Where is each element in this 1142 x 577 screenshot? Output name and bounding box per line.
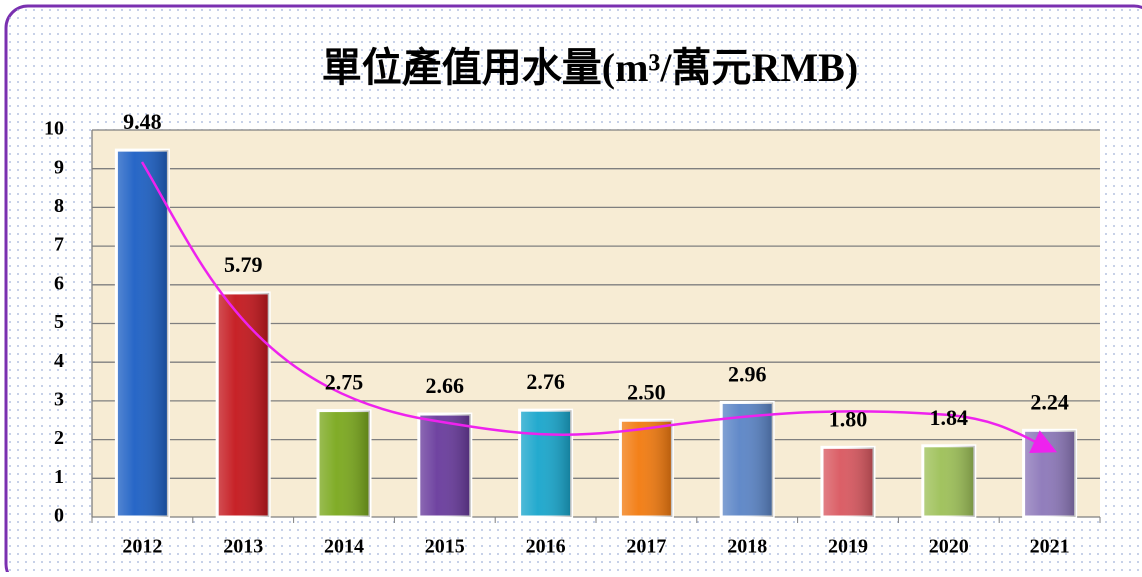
bar-shine (217, 292, 270, 517)
y-tick-label: 2 (54, 427, 64, 449)
y-tick-label: 9 (54, 156, 64, 178)
value-label: 1.84 (930, 405, 969, 430)
y-tick-label: 8 (54, 195, 64, 217)
x-tick-label: 2016 (526, 536, 566, 558)
bar-shine (318, 410, 370, 517)
y-tick-label: 10 (44, 118, 64, 140)
x-tick-label: 2013 (223, 536, 263, 558)
y-tick-label: 1 (54, 466, 64, 488)
bar-shine (116, 150, 169, 517)
value-label: 2.66 (426, 373, 465, 398)
chart-title: 單位產值用水量(m³/萬元RMB) (322, 45, 858, 90)
x-tick-label: 2012 (122, 536, 162, 558)
x-tick-label: 2018 (727, 536, 767, 558)
y-tick-label: 7 (54, 234, 64, 256)
value-label: 1.80 (829, 406, 868, 431)
y-tick-label: 3 (54, 388, 64, 410)
value-label: 9.48 (123, 109, 162, 134)
bar-shine (519, 410, 572, 517)
value-label: 2.96 (728, 361, 767, 386)
value-label: 2.76 (526, 369, 565, 394)
y-tick-label: 6 (54, 272, 64, 294)
bar-shine (418, 414, 471, 517)
x-tick-label: 2014 (324, 536, 364, 558)
y-tick-label: 0 (54, 505, 64, 527)
value-label: 2.24 (1030, 389, 1069, 414)
x-tick-label: 2019 (828, 536, 868, 558)
trend-line (140, 161, 1058, 454)
bar-shine (822, 447, 874, 517)
x-tick-label: 2020 (929, 536, 969, 558)
value-label: 2.50 (627, 379, 666, 404)
x-tick-label: 2015 (425, 536, 465, 558)
value-label: 2.75 (325, 370, 364, 395)
x-tick-label: 2017 (626, 536, 666, 558)
y-tick-label: 5 (54, 311, 64, 333)
bar-shine (1023, 430, 1076, 517)
bar-shine (620, 420, 673, 517)
bar-shine (922, 445, 975, 517)
x-tick-label: 2021 (1030, 536, 1070, 558)
bar-shine (721, 402, 774, 517)
y-tick-label: 4 (54, 350, 64, 372)
value-label: 5.79 (224, 252, 263, 277)
